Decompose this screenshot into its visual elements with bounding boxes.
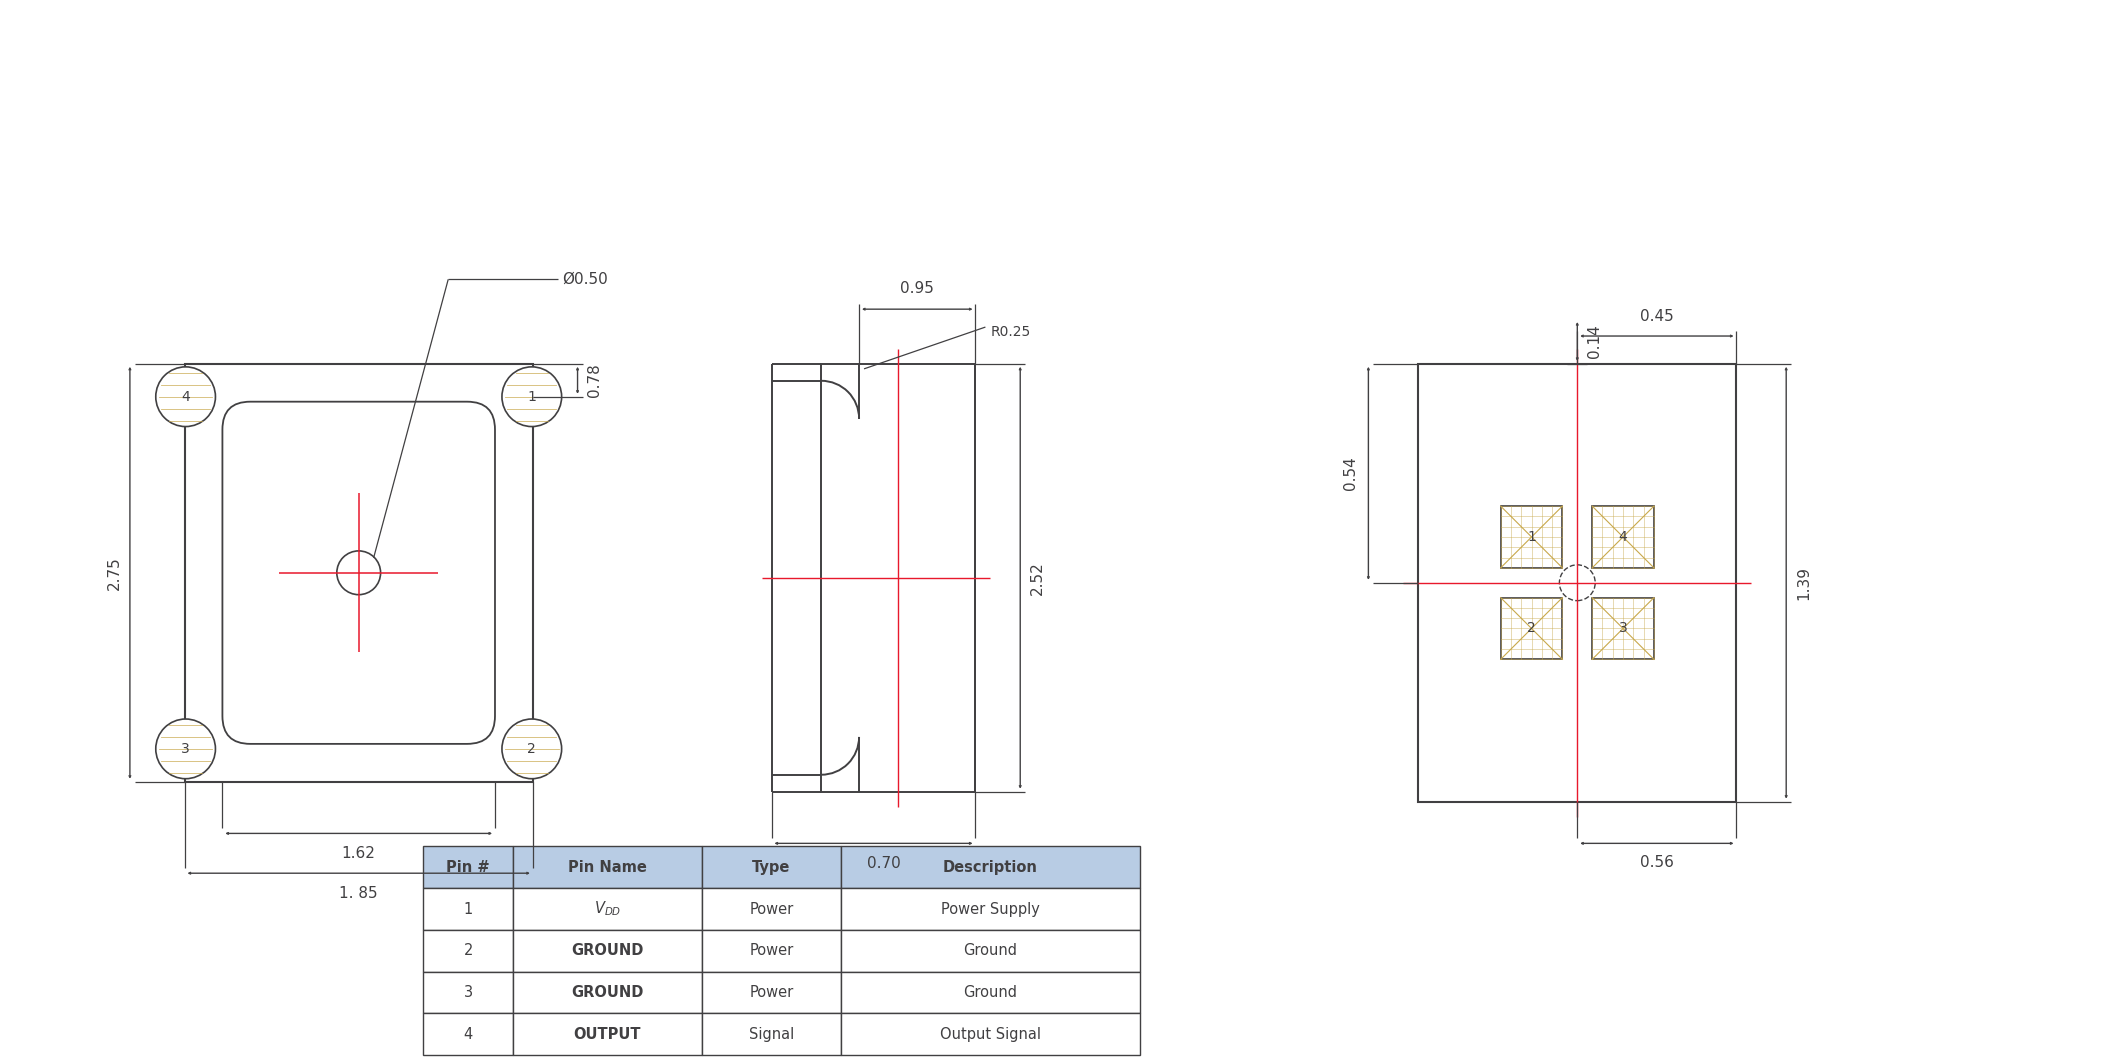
Bar	[1501, 597, 1563, 659]
Text: Ground: Ground	[963, 985, 1018, 1000]
Text: 0.56: 0.56	[1639, 856, 1673, 871]
Circle shape	[155, 367, 215, 426]
Bar	[702, 888, 842, 930]
Bar	[512, 1013, 702, 1056]
Bar	[512, 846, 702, 888]
Text: 0.45: 0.45	[1639, 309, 1673, 324]
Bar	[842, 888, 1140, 930]
Text: 0.54: 0.54	[1344, 456, 1359, 490]
Text: 3: 3	[1618, 622, 1626, 636]
Bar	[423, 846, 512, 888]
Text: 1.39: 1.39	[1796, 566, 1811, 600]
Bar	[821, 364, 976, 792]
Text: $V_{DD}$: $V_{DD}$	[593, 899, 621, 918]
Text: Output Signal: Output Signal	[940, 1027, 1042, 1042]
Text: 1: 1	[527, 390, 536, 404]
Text: 1.62: 1.62	[342, 846, 376, 861]
Text: 3: 3	[181, 742, 189, 756]
Bar	[702, 1013, 842, 1056]
Bar	[842, 930, 1140, 972]
Bar	[702, 930, 842, 972]
Text: 1: 1	[463, 901, 472, 916]
Bar	[423, 888, 512, 930]
Bar	[1592, 597, 1654, 659]
Text: GROUND: GROUND	[572, 985, 644, 1000]
Text: Type: Type	[753, 860, 791, 875]
Text: 4: 4	[1618, 530, 1626, 544]
Bar	[423, 972, 512, 1013]
Text: 2: 2	[527, 742, 536, 756]
Circle shape	[502, 719, 561, 779]
Text: Ground: Ground	[963, 943, 1018, 959]
Bar	[423, 1013, 512, 1056]
Bar	[512, 930, 702, 972]
Text: R0.25: R0.25	[991, 325, 1031, 339]
Text: 2.52: 2.52	[1031, 561, 1046, 594]
Text: Description: Description	[944, 860, 1037, 875]
Text: GROUND: GROUND	[572, 943, 644, 959]
Bar	[1501, 506, 1563, 568]
Text: 1. 85: 1. 85	[340, 887, 378, 901]
Bar	[185, 364, 534, 781]
Text: 3: 3	[463, 985, 472, 1000]
Text: Power: Power	[748, 985, 793, 1000]
Text: 2.75: 2.75	[106, 556, 121, 590]
Text: 1: 1	[1526, 530, 1535, 544]
Bar	[512, 972, 702, 1013]
Bar	[842, 972, 1140, 1013]
Text: Power: Power	[748, 943, 793, 959]
Bar	[423, 930, 512, 972]
Text: 2: 2	[463, 943, 472, 959]
Text: 0.14: 0.14	[1588, 324, 1603, 358]
Bar	[512, 888, 702, 930]
Text: OUTPUT: OUTPUT	[574, 1027, 642, 1042]
Bar	[1592, 506, 1654, 568]
Text: Pin Name: Pin Name	[568, 860, 646, 875]
Bar	[1418, 364, 1737, 802]
Text: Signal: Signal	[748, 1027, 795, 1042]
Circle shape	[155, 719, 215, 779]
Bar	[842, 1013, 1140, 1056]
Bar	[842, 846, 1140, 888]
Circle shape	[502, 367, 561, 426]
Text: 0.70: 0.70	[867, 857, 899, 872]
Text: Power Supply: Power Supply	[942, 901, 1040, 916]
Text: 0.78: 0.78	[587, 364, 602, 398]
Text: 4: 4	[463, 1027, 472, 1042]
Text: Power: Power	[748, 901, 793, 916]
Bar	[702, 972, 842, 1013]
Bar	[702, 846, 842, 888]
Text: 0.95: 0.95	[899, 282, 933, 297]
Text: Ø0.50: Ø0.50	[563, 272, 608, 287]
Text: 2: 2	[1526, 622, 1535, 636]
Text: Pin #: Pin #	[446, 860, 489, 875]
Text: 4: 4	[181, 390, 189, 404]
